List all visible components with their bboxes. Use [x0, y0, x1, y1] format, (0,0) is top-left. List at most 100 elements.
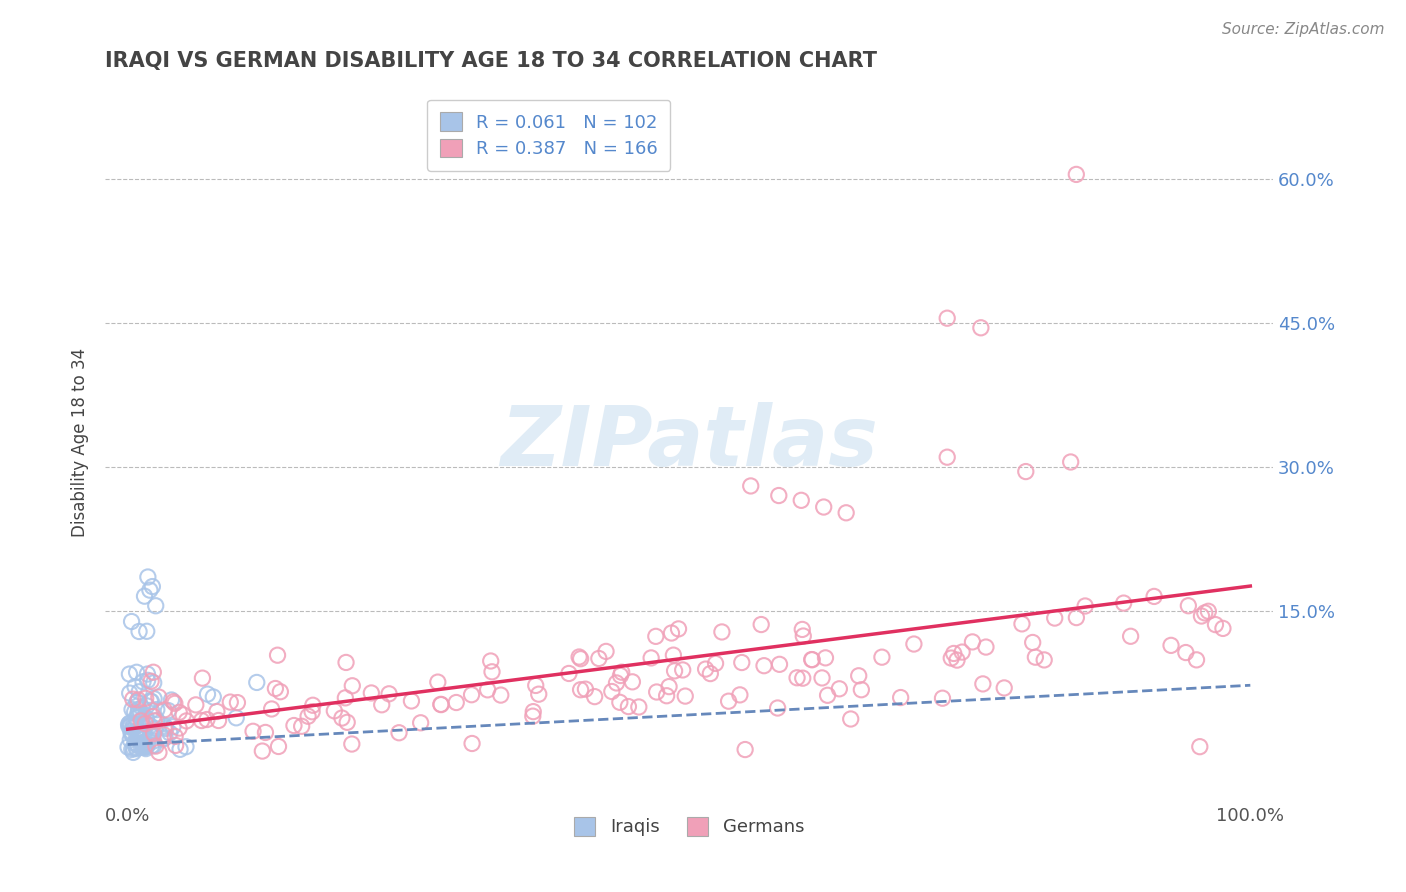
- Point: [388, 725, 411, 739]
- Point: [136, 570, 159, 584]
- Point: [128, 726, 150, 740]
- Point: [266, 648, 288, 663]
- Point: [269, 684, 291, 698]
- Point: [134, 589, 156, 603]
- Point: [477, 682, 499, 697]
- Point: [219, 695, 242, 709]
- Point: [527, 687, 550, 701]
- Text: ZIPatlas: ZIPatlas: [501, 402, 877, 483]
- Point: [664, 664, 686, 678]
- Point: [125, 737, 148, 751]
- Point: [122, 718, 145, 732]
- Point: [205, 705, 228, 719]
- Point: [131, 737, 153, 751]
- Point: [172, 707, 194, 722]
- Point: [588, 651, 610, 665]
- Point: [128, 702, 150, 716]
- Point: [125, 695, 148, 709]
- Point: [118, 667, 141, 681]
- Point: [167, 721, 190, 735]
- Point: [127, 693, 149, 707]
- Point: [903, 637, 925, 651]
- Point: [890, 690, 912, 705]
- Point: [125, 711, 148, 725]
- Point: [558, 666, 581, 681]
- Point: [839, 712, 862, 726]
- Point: [141, 729, 163, 743]
- Point: [131, 701, 153, 715]
- Point: [655, 689, 678, 703]
- Point: [1177, 599, 1199, 613]
- Point: [127, 739, 149, 753]
- Point: [668, 622, 690, 636]
- Point: [260, 702, 283, 716]
- Point: [817, 688, 839, 702]
- Point: [734, 742, 756, 756]
- Point: [139, 694, 162, 708]
- Point: [142, 739, 165, 753]
- Point: [1185, 653, 1208, 667]
- Point: [811, 671, 834, 685]
- Point: [297, 709, 319, 723]
- Point: [165, 739, 187, 753]
- Point: [132, 724, 155, 739]
- Point: [768, 489, 790, 503]
- Point: [142, 665, 165, 680]
- Point: [972, 677, 994, 691]
- Point: [132, 739, 155, 753]
- Point: [127, 695, 149, 709]
- Point: [848, 669, 870, 683]
- Point: [378, 687, 401, 701]
- Point: [301, 705, 323, 719]
- Point: [430, 698, 453, 712]
- Point: [1066, 168, 1088, 182]
- Point: [136, 732, 159, 747]
- Point: [118, 719, 141, 733]
- Point: [141, 694, 163, 708]
- Point: [226, 696, 249, 710]
- Point: [134, 740, 156, 755]
- Point: [124, 736, 146, 750]
- Point: [740, 479, 762, 493]
- Point: [191, 671, 214, 685]
- Point: [301, 698, 323, 713]
- Point: [135, 698, 157, 713]
- Point: [1204, 617, 1226, 632]
- Point: [207, 714, 229, 728]
- Point: [851, 682, 873, 697]
- Point: [942, 647, 965, 661]
- Point: [1033, 653, 1056, 667]
- Point: [120, 719, 142, 733]
- Point: [950, 645, 973, 659]
- Point: [120, 724, 142, 739]
- Point: [569, 682, 592, 697]
- Point: [645, 685, 668, 699]
- Point: [153, 703, 176, 717]
- Point: [174, 739, 197, 754]
- Point: [135, 741, 157, 756]
- Point: [145, 714, 167, 728]
- Point: [752, 658, 775, 673]
- Point: [479, 654, 502, 668]
- Point: [197, 687, 219, 701]
- Point: [731, 656, 754, 670]
- Point: [699, 666, 721, 681]
- Point: [401, 694, 423, 708]
- Point: [792, 629, 814, 643]
- Point: [127, 730, 149, 744]
- Point: [605, 676, 627, 690]
- Point: [142, 726, 165, 740]
- Point: [121, 615, 143, 629]
- Point: [430, 698, 453, 712]
- Point: [828, 681, 851, 696]
- Point: [134, 716, 156, 731]
- Point: [141, 739, 163, 753]
- Point: [336, 715, 359, 730]
- Point: [710, 624, 733, 639]
- Point: [145, 739, 167, 753]
- Point: [1060, 455, 1083, 469]
- Point: [190, 714, 212, 728]
- Point: [136, 717, 159, 731]
- Point: [627, 700, 650, 714]
- Point: [792, 623, 814, 637]
